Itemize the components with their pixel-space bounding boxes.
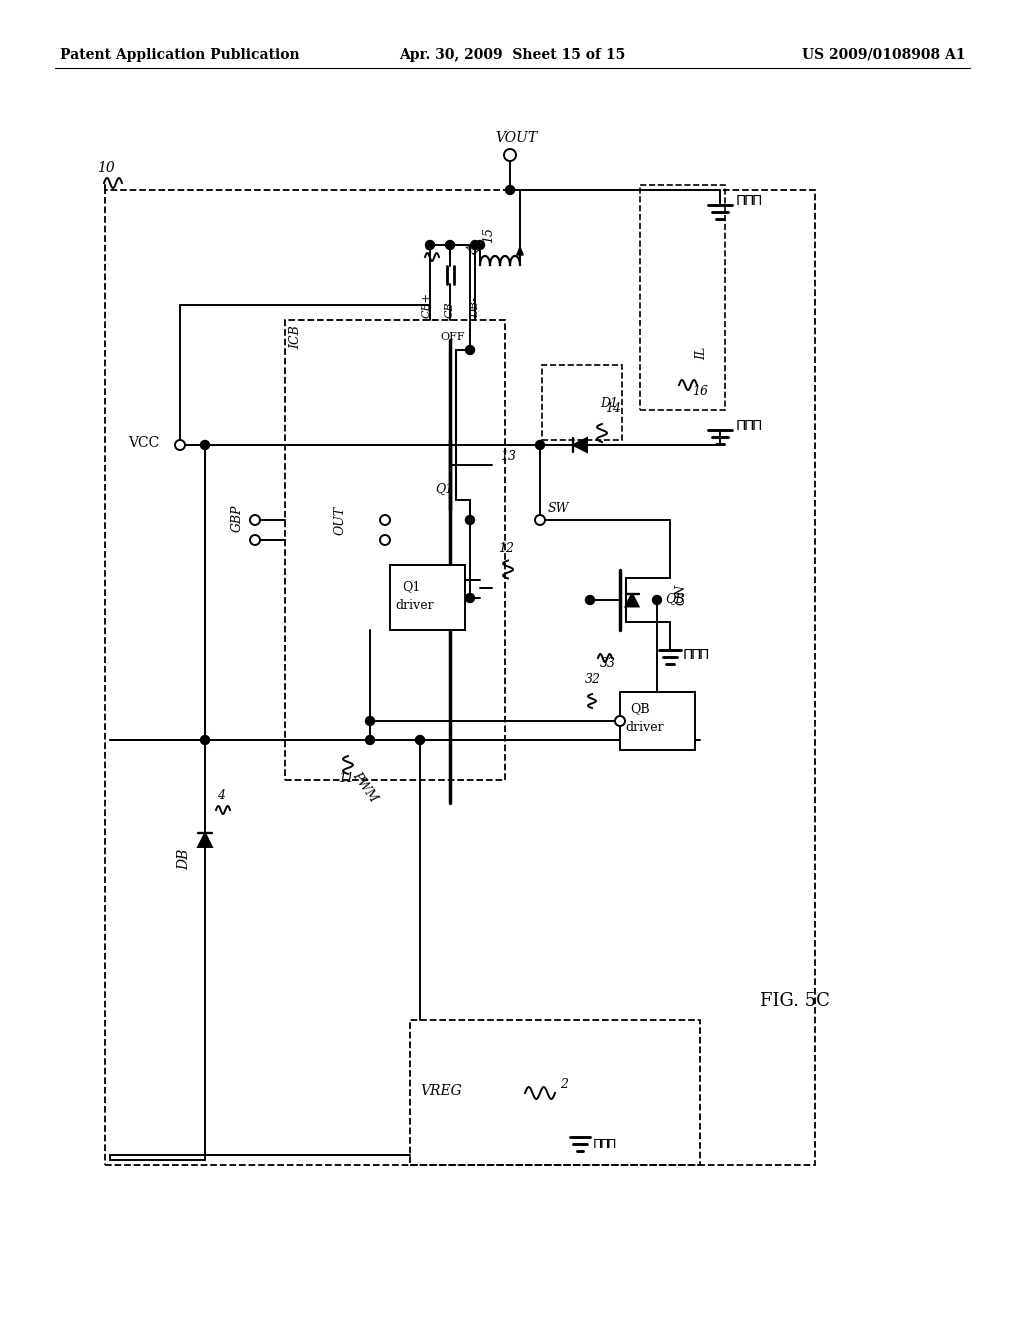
Circle shape [466,594,474,602]
Bar [542,366,622,440]
Bar [105,190,815,1166]
Text: 6: 6 [425,240,433,253]
Circle shape [466,516,474,524]
Text: VREG: VREG [420,1084,462,1098]
Circle shape [504,149,516,161]
Circle shape [250,535,260,545]
Text: D1: D1 [600,397,618,411]
Text: Patent Application Publication: Patent Application Publication [60,48,300,62]
Text: OFF: OFF [440,333,465,342]
Text: VCC: VCC [128,436,160,450]
Circle shape [615,715,625,726]
Text: ON: ON [675,583,688,605]
Text: 13: 13 [500,450,516,463]
Text: driver: driver [625,721,664,734]
Text: $\Pi\!\Pi\!\Pi$: $\Pi\!\Pi\!\Pi$ [735,194,763,209]
Bar [620,692,695,750]
Text: 15: 15 [482,227,495,243]
Circle shape [366,717,375,726]
Text: IL: IL [695,347,708,360]
Bar [390,565,465,630]
Circle shape [536,441,545,450]
Circle shape [380,515,390,525]
Text: 2: 2 [560,1078,568,1092]
Text: driver: driver [395,599,433,612]
Text: PWM: PWM [350,770,380,805]
Bar [410,1020,700,1166]
Bar [640,185,725,411]
Circle shape [201,441,210,450]
Circle shape [175,440,185,450]
Text: 32: 32 [585,673,601,686]
Circle shape [426,240,434,249]
Text: 33: 33 [600,657,616,671]
Text: GBP: GBP [230,504,244,532]
Text: US 2009/0108908 A1: US 2009/0108908 A1 [802,48,965,62]
Text: OUT: OUT [334,506,346,535]
Text: Q1: Q1 [402,579,421,593]
Circle shape [366,735,375,744]
Circle shape [536,516,545,524]
Circle shape [466,346,474,355]
Circle shape [445,240,455,249]
Text: QB: QB [630,702,649,715]
Circle shape [380,535,390,545]
Text: Q1: Q1 [435,482,454,495]
Circle shape [506,186,514,194]
Text: ICB: ICB [289,325,302,348]
Text: Apr. 30, 2009  Sheet 15 of 15: Apr. 30, 2009 Sheet 15 of 15 [399,48,625,62]
Text: DB-: DB- [470,297,480,318]
Text: 4: 4 [217,789,225,803]
Text: $\Pi\!\Pi\!\Pi$: $\Pi\!\Pi\!\Pi$ [735,418,763,433]
Text: SW: SW [548,502,569,515]
Circle shape [201,735,210,744]
Text: FIG. 5C: FIG. 5C [760,993,829,1010]
Text: CB+: CB+ [422,292,432,318]
Text: DB: DB [177,849,191,870]
Text: $\Pi\!\Pi\!\Pi$: $\Pi\!\Pi\!\Pi$ [592,1138,616,1151]
Circle shape [475,240,484,249]
Text: 14: 14 [605,403,621,414]
Polygon shape [198,833,212,847]
Polygon shape [573,438,587,451]
Text: CB: CB [445,301,455,318]
Polygon shape [626,594,639,606]
Circle shape [535,515,545,525]
Text: 10: 10 [97,161,115,176]
Circle shape [586,595,595,605]
Text: $\Pi\!\Pi\!\Pi$: $\Pi\!\Pi\!\Pi$ [682,648,710,663]
Text: 16: 16 [692,385,708,399]
Text: 11: 11 [338,772,354,785]
Polygon shape [517,247,523,255]
Text: VOUT: VOUT [495,131,538,145]
Circle shape [250,515,260,525]
Circle shape [652,595,662,605]
Text: L1: L1 [462,239,482,260]
Circle shape [470,240,479,249]
Text: 12: 12 [498,543,514,556]
Circle shape [416,735,425,744]
Text: QB: QB [665,591,684,605]
Bar [285,319,505,780]
